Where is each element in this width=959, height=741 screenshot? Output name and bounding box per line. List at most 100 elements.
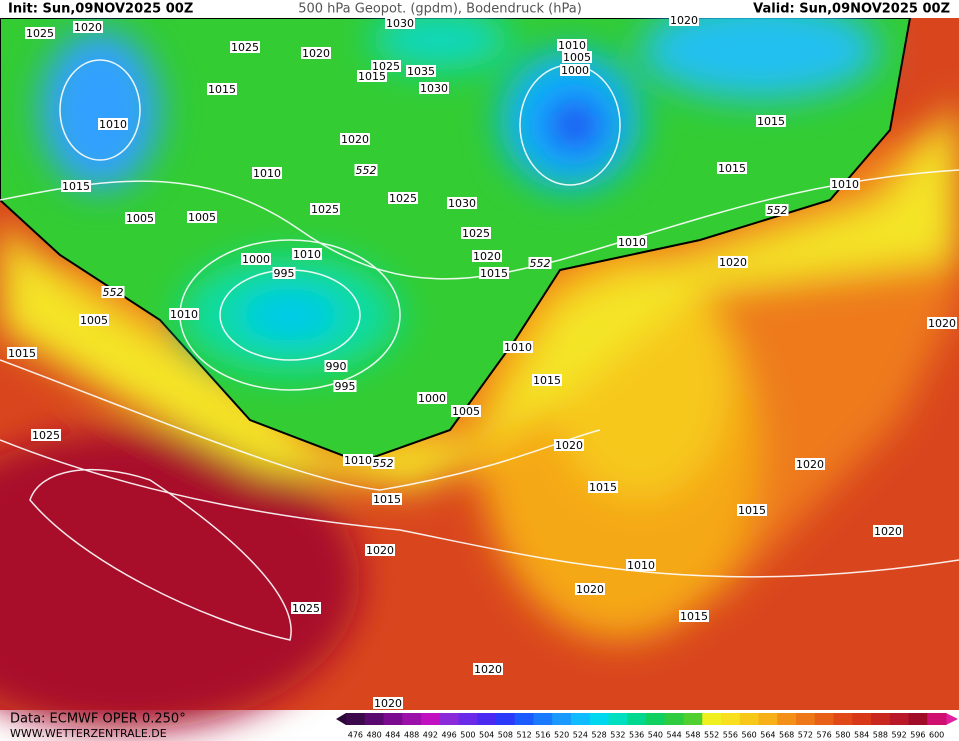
isobar-label-box xyxy=(343,454,373,466)
isobar-label-box xyxy=(357,70,387,82)
isobar-label: 552 xyxy=(373,457,394,470)
colorbar-cell xyxy=(458,713,478,725)
colorbar-label: 528 xyxy=(591,731,606,740)
isobar-label-box xyxy=(230,41,260,53)
isobar-label: 1015 xyxy=(589,481,617,494)
isobar-label: 1005 xyxy=(80,314,108,327)
isobar-label: 995 xyxy=(274,267,295,280)
isobar-label: 1010 xyxy=(504,341,532,354)
colorbar-label: 588 xyxy=(873,731,888,740)
isobar-label: 1015 xyxy=(718,162,746,175)
isobar-label: 1015 xyxy=(738,504,766,517)
isobar-label: 1005 xyxy=(126,212,154,225)
isobar-label-box xyxy=(272,267,296,279)
colorbar-cell xyxy=(796,713,816,725)
isobar-label: 1010 xyxy=(831,178,859,191)
isobar-label-box xyxy=(927,317,957,329)
isobar-label-box xyxy=(73,21,103,33)
data-source: Data: ECMWF OPER 0.250° xyxy=(10,712,186,727)
isobar-label: 1015 xyxy=(480,267,508,280)
isobar-label: 1000 xyxy=(418,392,446,405)
colorbar-label: 480 xyxy=(366,731,381,740)
isobar-label: 1025 xyxy=(26,27,54,40)
isobar-label: 1025 xyxy=(292,602,320,615)
isobar-label-box xyxy=(557,39,587,51)
isobar-label-box xyxy=(406,65,436,77)
isobar-label: 1020 xyxy=(302,47,330,60)
colorbar-label: 568 xyxy=(779,731,794,740)
isobar-label-box xyxy=(25,27,55,39)
isobar-label: 1020 xyxy=(576,583,604,596)
colorbar-label: 516 xyxy=(535,731,550,740)
isobar-label-box xyxy=(340,133,370,145)
colorbar-label: 580 xyxy=(835,731,850,740)
isobar-label-box xyxy=(795,458,825,470)
colorbar-cell xyxy=(383,713,403,725)
isobar-label-box xyxy=(461,227,491,239)
colorbar-label: 532 xyxy=(610,731,625,740)
colorbar-cell xyxy=(421,713,441,725)
isobar-label: 1005 xyxy=(452,405,480,418)
isobar-label: 1025 xyxy=(462,227,490,240)
isobar-label-box xyxy=(626,559,656,571)
isobar-label-box xyxy=(207,83,237,95)
isobar-label: 552 xyxy=(530,257,551,270)
colorbar-label: 556 xyxy=(723,731,738,740)
isobar-label: 1005 xyxy=(188,211,216,224)
isobar-label-box xyxy=(324,360,348,372)
colorbar-high-arrow xyxy=(946,713,958,725)
isobar-label: 1010 xyxy=(253,167,281,180)
colorbar-label: 560 xyxy=(741,731,756,740)
colorbar-cell xyxy=(871,713,891,725)
isobar-label: 1010 xyxy=(293,248,321,261)
isobar-label-box xyxy=(718,256,748,268)
colorbar-cell xyxy=(402,713,422,725)
isobar-label-box xyxy=(830,178,860,190)
isobar-label-box xyxy=(765,204,789,216)
isobar-label-box xyxy=(291,602,321,614)
isobar-label: 1025 xyxy=(32,429,60,442)
isobar-label-box xyxy=(479,267,509,279)
isobar-label-box xyxy=(417,392,447,404)
isobar-label-box xyxy=(371,60,401,72)
isobar-label: 995 xyxy=(335,380,356,393)
isobar-label-box xyxy=(169,308,199,320)
colorbar-cell xyxy=(514,713,534,725)
isobar-label: 1010 xyxy=(344,454,372,467)
colorbar-cell xyxy=(439,713,459,725)
colorbar-label: 500 xyxy=(460,731,475,740)
isobar-label: 1020 xyxy=(474,663,502,676)
isobar-label: 1020 xyxy=(555,439,583,452)
isobar-label-box xyxy=(451,405,481,417)
isobar-label: 1020 xyxy=(796,458,824,471)
isobar-label-box xyxy=(669,14,699,26)
colorbar-cell xyxy=(571,713,591,725)
isobar-label-box xyxy=(717,162,747,174)
isobar-label: 1020 xyxy=(874,525,902,538)
isobar-label: 1025 xyxy=(389,192,417,205)
colorbar-label: 572 xyxy=(798,731,813,740)
valid-time: Valid: Sun,09NOV2025 00Z xyxy=(753,2,950,17)
isobar-label: 1025 xyxy=(231,41,259,54)
isobar-label-box xyxy=(301,47,331,59)
isobar-label-box xyxy=(241,253,271,265)
colorbar-cell xyxy=(758,713,778,725)
isobar-label-box xyxy=(373,697,403,709)
colorbar-cell xyxy=(627,713,647,725)
isobar-label-box xyxy=(372,493,402,505)
colorbar-cell xyxy=(777,713,797,725)
isobar-label-box xyxy=(447,197,477,209)
isobar-label: 1015 xyxy=(373,493,401,506)
isobar-label: 1020 xyxy=(928,317,956,330)
colorbar-label: 544 xyxy=(666,731,681,740)
isobar-label: 1020 xyxy=(374,697,402,710)
isobar-label: 1010 xyxy=(627,559,655,572)
colorbar-label: 504 xyxy=(479,731,494,740)
isobar-label: 1025 xyxy=(372,60,400,73)
colorbar-cell xyxy=(739,713,759,725)
isobar-label-box xyxy=(473,663,503,675)
colorbar-cell xyxy=(683,713,703,725)
colorbar-label: 476 xyxy=(348,731,363,740)
isobar-label: 1015 xyxy=(62,180,90,193)
isobar-label-box xyxy=(98,118,128,130)
